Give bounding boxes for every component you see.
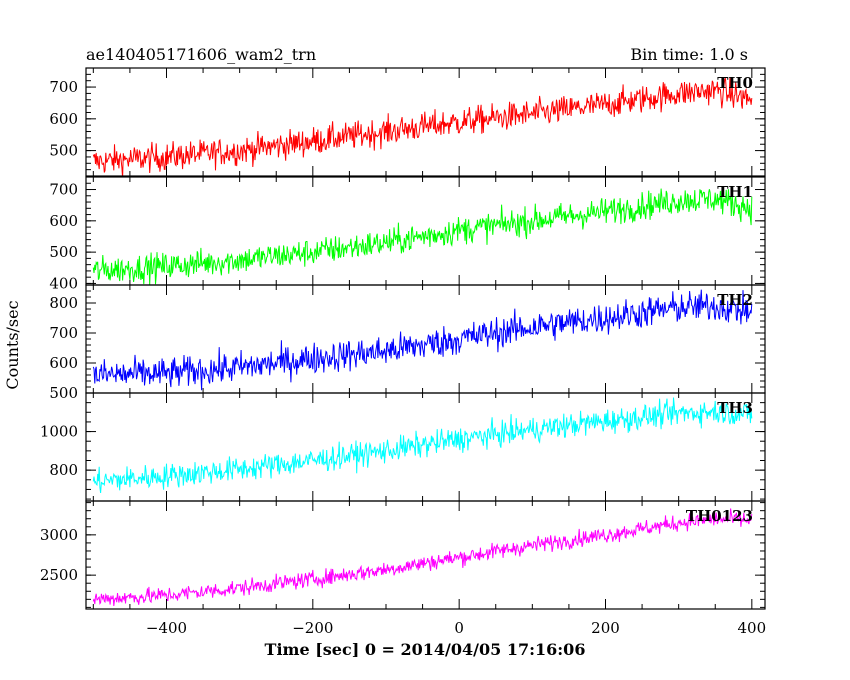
series-line-th0123	[92, 508, 753, 607]
series-line-th1	[92, 188, 753, 285]
y-tick-label: 800	[49, 461, 78, 479]
y-tick-label: 3000	[40, 526, 78, 544]
y-tick-label: 1000	[40, 423, 78, 441]
y-tick-label: 700	[49, 181, 78, 199]
panel-th0123: 2500 3000 TH0123	[40, 500, 766, 610]
x-axis-label: Time [sec] 0 = 2014/04/05 17:16:06	[265, 640, 586, 659]
y-tick-label: 400	[49, 274, 78, 292]
panels-group: 500 600 700 TH0 400 500 600 700 TH1 500 600 700 800 T…	[40, 67, 766, 610]
x-tick-label: −400	[146, 619, 187, 637]
chart-title: ae140405171606_wam2_trn	[86, 45, 316, 64]
panel-th0: 500 600 700 TH0	[49, 67, 766, 177]
x-tick-labels: −400 −200 0 200 400	[146, 619, 766, 637]
y-tick-label: 600	[49, 354, 78, 372]
panel-th3: 800 1000 TH3	[40, 392, 766, 502]
y-tick-label: 500	[49, 243, 78, 261]
panel-th2: 500 600 700 800 TH2	[49, 284, 766, 402]
panel-name-label: TH1	[717, 183, 753, 201]
y-tick-label: 700	[49, 324, 78, 342]
panel-name-label: TH3	[717, 399, 753, 417]
x-tick-label: −200	[292, 619, 333, 637]
panel-frame	[85, 67, 766, 177]
y-tick-label: 800	[49, 294, 78, 312]
x-tick-label: 0	[454, 619, 464, 637]
y-tick-label: 500	[49, 384, 78, 402]
y-axis-label: Counts/sec	[3, 300, 22, 389]
series-line-th2	[92, 289, 753, 391]
y-tick-label: 500	[49, 142, 78, 160]
x-tick-label: 400	[738, 619, 767, 637]
y-tick-label: 2500	[40, 566, 78, 584]
series-line-th0	[92, 77, 753, 176]
panel-name-label: TH0123	[686, 507, 753, 525]
y-tick-label: 700	[49, 78, 78, 96]
panel-th1: 400 500 600 700 TH1	[49, 176, 766, 292]
series-line-th3	[92, 397, 753, 493]
y-tick-label: 600	[49, 110, 78, 128]
panel-frame	[85, 392, 766, 502]
y-tick-label: 600	[49, 212, 78, 230]
chart-subtitle: Bin time: 1.0 s	[630, 45, 748, 64]
panel-name-label: TH0	[717, 74, 753, 92]
panel-frame	[85, 500, 766, 610]
panel-name-label: TH2	[717, 291, 753, 309]
x-tick-label: 200	[591, 619, 620, 637]
